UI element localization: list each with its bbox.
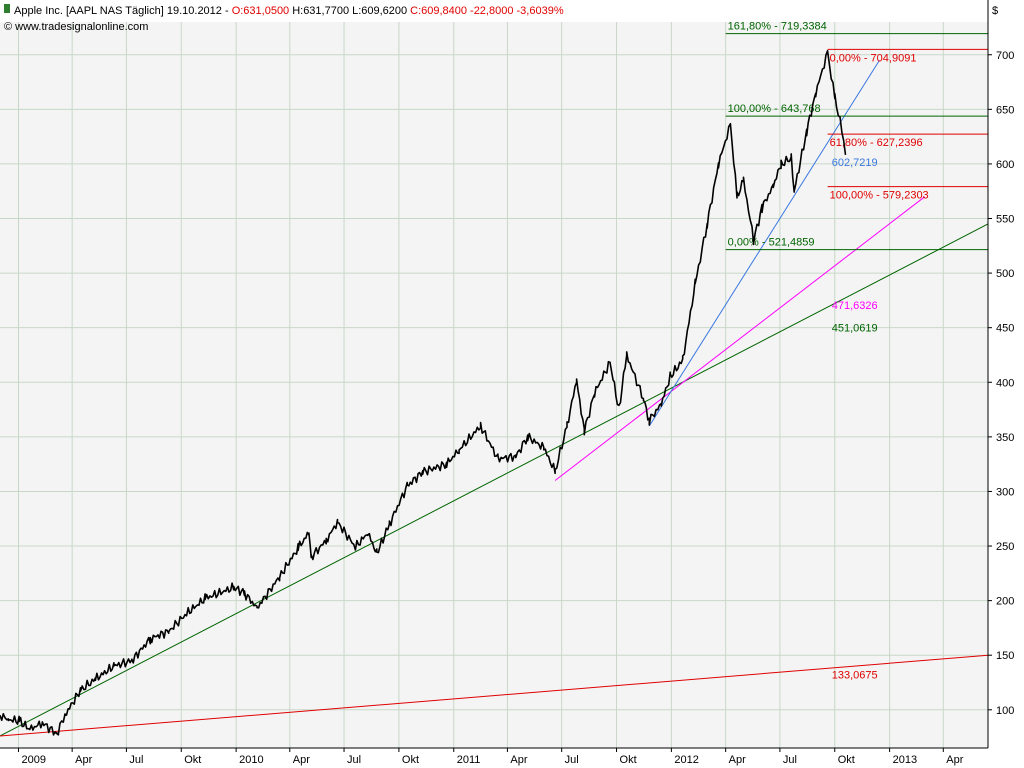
fib-level-label: 100,00% - 579,2303	[830, 190, 929, 202]
symbol-marker	[4, 4, 10, 13]
x-tick-label: Apr	[293, 754, 310, 766]
y-axis: 100 150 200 250 300 350 400 450 500 550 600 650 700	[988, 50, 1014, 717]
fib-level-label: 0,00% - 704,9091	[830, 52, 917, 64]
y-tick-label: 500	[996, 268, 1014, 280]
currency-label: $	[992, 5, 998, 17]
x-tick-label: Apr	[946, 754, 963, 766]
x-tick-label: 2011	[457, 754, 481, 766]
y-tick-label: 250	[996, 541, 1014, 553]
x-tick-label: Jul	[129, 754, 143, 766]
y-tick-label: 600	[996, 159, 1014, 171]
x-tick-label: Apr	[510, 754, 527, 766]
fib-level-label: 0,00% - 521,4859	[728, 237, 815, 249]
y-tick-label: 300	[996, 486, 1014, 498]
header-line: Apple Inc. [AAPL NAS Täglich] 19.10.2012…	[14, 5, 564, 17]
value-annotation: 451,0619	[832, 323, 878, 335]
x-tick-label: 2009	[21, 754, 45, 766]
plot-area	[0, 22, 988, 748]
price-line	[0, 49, 847, 736]
y-tick-label: 450	[996, 323, 1014, 335]
x-tick-label: Okt	[838, 754, 855, 766]
y-tick-label: 150	[996, 650, 1014, 662]
annotations: 602,7219 471,6326 451,0619 133,0675	[832, 157, 878, 682]
y-tick-label: 100	[996, 705, 1014, 717]
trendline-green	[0, 223, 989, 737]
fib-level-label: 61,80% - 627,2396	[830, 137, 923, 149]
y-tick-label: 550	[996, 214, 1014, 226]
x-tick-label: 2013	[893, 754, 917, 766]
fib-level-label: 161,80% - 719,3384	[728, 21, 827, 33]
header-change: -22,8000 -3,6039%	[470, 5, 564, 17]
value-annotation: 471,6326	[832, 300, 878, 312]
x-tick-label: 2012	[674, 754, 698, 766]
x-tick-label: Jul	[565, 754, 579, 766]
copyright-text: © www.tradesignalonline.com	[4, 21, 148, 33]
x-tick-label: Apr	[75, 754, 92, 766]
grid	[0, 22, 988, 748]
value-annotation: 133,0675	[832, 670, 878, 682]
header-close: C:609,8400	[410, 5, 467, 17]
trendline-red	[0, 654, 989, 737]
y-tick-label: 350	[996, 432, 1014, 444]
trendline-magenta	[554, 196, 926, 481]
x-tick-label: Okt	[184, 754, 201, 766]
x-tick-label: Jul	[783, 754, 797, 766]
y-tick-label: 200	[996, 596, 1014, 608]
header-open: O:631,0500	[232, 5, 290, 17]
header-high: H:631,7700	[292, 5, 349, 17]
header-low: L:609,6200	[352, 5, 407, 17]
axes	[0, 0, 989, 749]
fibonacci-levels: 161,80% - 719,3384 0,00% - 704,9091 100,00…	[725, 21, 988, 251]
x-tick-label: 2010	[239, 754, 263, 766]
y-tick-label: 700	[996, 50, 1014, 62]
x-tick-label: Jul	[347, 754, 361, 766]
header-title: Apple Inc. [AAPL NAS Täglich] 19.10.2012…	[14, 5, 232, 17]
price-series	[0, 49, 847, 736]
x-tick-label: Apr	[729, 754, 746, 766]
y-tick-label: 400	[996, 377, 1014, 389]
x-axis: 2009 Apr Jul Okt 2010 Apr Jul Okt 2011 Apr Jul Okt 2…	[17, 748, 964, 766]
y-tick-label: 650	[996, 104, 1014, 116]
value-annotation: 602,7219	[832, 157, 878, 169]
x-tick-label: Okt	[402, 754, 419, 766]
x-tick-label: Okt	[620, 754, 637, 766]
chart-header: Apple Inc. [AAPL NAS Täglich] 19.10.2012…	[4, 4, 998, 33]
fib-level-label: 100,00% - 643,768	[728, 103, 821, 115]
